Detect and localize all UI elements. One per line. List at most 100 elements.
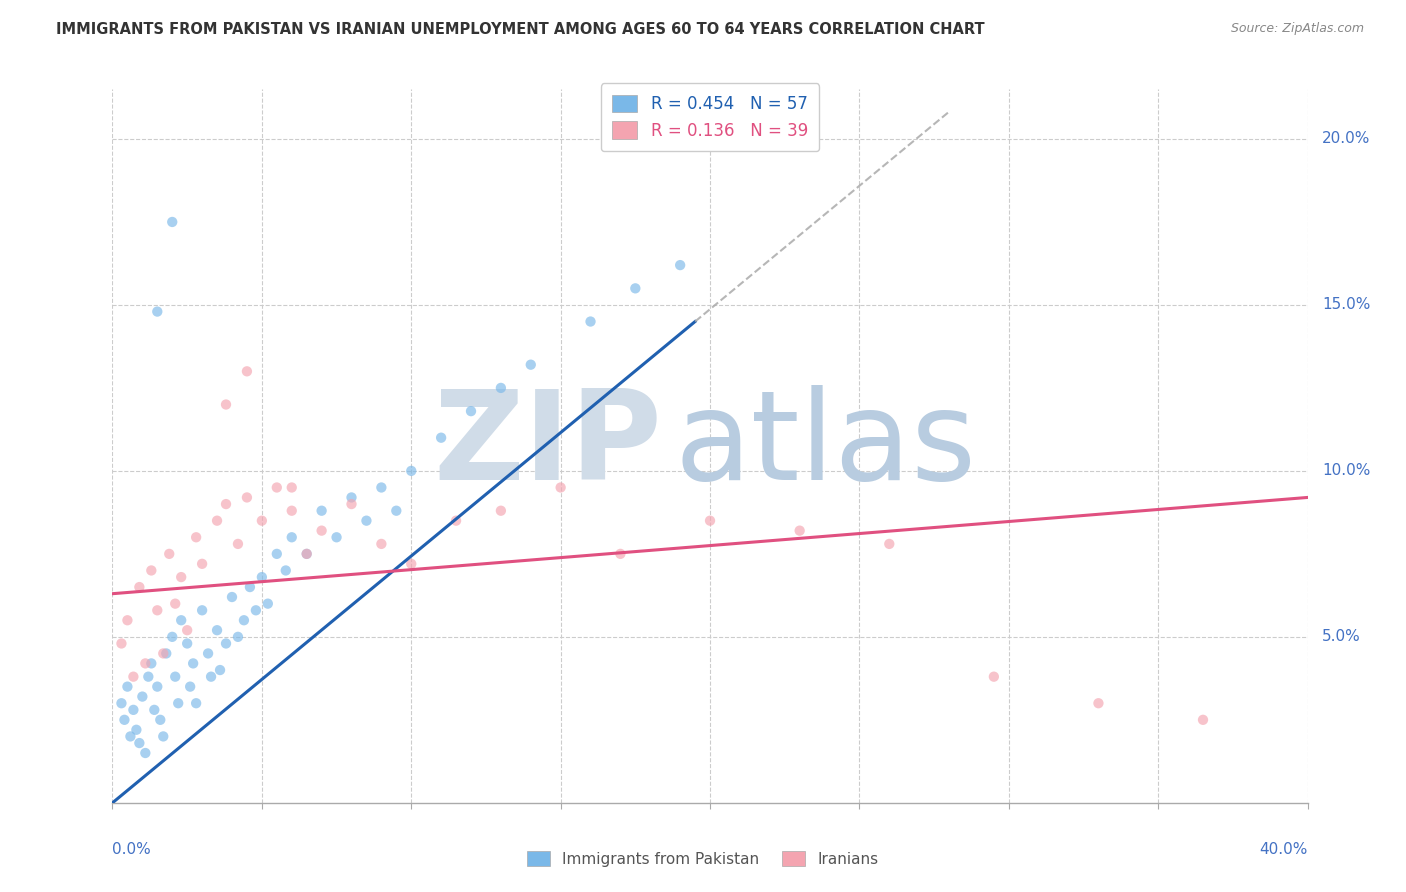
- Point: [186, 530, 208, 544]
- Point: [430, 431, 453, 445]
- Point: [520, 358, 543, 372]
- Point: [176, 624, 198, 638]
- Point: [167, 696, 190, 710]
- Point: [131, 690, 153, 704]
- Point: [122, 670, 145, 684]
- Text: 0.0%: 0.0%: [112, 842, 152, 857]
- Point: [281, 481, 304, 495]
- Point: [489, 381, 512, 395]
- Point: [624, 281, 647, 295]
- Point: [146, 680, 169, 694]
- Point: [152, 647, 174, 661]
- Point: [125, 723, 148, 737]
- Point: [356, 514, 378, 528]
- Point: [134, 746, 156, 760]
- Point: [197, 647, 219, 661]
- Text: atlas: atlas: [675, 385, 976, 507]
- Point: [128, 736, 150, 750]
- Point: [181, 657, 204, 671]
- Point: [114, 713, 135, 727]
- Point: [295, 547, 318, 561]
- Point: [191, 603, 214, 617]
- Point: [250, 570, 273, 584]
- Point: [134, 657, 156, 671]
- Point: [401, 557, 423, 571]
- Point: [266, 547, 288, 561]
- Text: 15.0%: 15.0%: [1322, 297, 1371, 312]
- Point: [266, 481, 288, 495]
- Point: [117, 613, 139, 627]
- Point: [209, 663, 232, 677]
- Point: [233, 613, 256, 627]
- Point: [117, 680, 139, 694]
- Text: ZIP: ZIP: [433, 385, 662, 507]
- Point: [609, 547, 631, 561]
- Point: [699, 514, 721, 528]
- Point: [141, 564, 163, 578]
- Point: [170, 613, 193, 627]
- Point: [370, 481, 392, 495]
- Point: [579, 314, 602, 328]
- Point: [146, 304, 169, 318]
- Point: [146, 603, 169, 617]
- Point: [274, 564, 297, 578]
- Point: [155, 647, 177, 661]
- Point: [236, 364, 259, 378]
- Point: [257, 597, 280, 611]
- Point: [325, 530, 347, 544]
- Point: [120, 730, 142, 744]
- Point: [170, 570, 193, 584]
- Point: [162, 630, 183, 644]
- Point: [176, 636, 198, 650]
- Point: [215, 636, 238, 650]
- Text: 20.0%: 20.0%: [1322, 131, 1371, 146]
- Point: [281, 504, 304, 518]
- Point: [460, 404, 482, 418]
- Point: [489, 504, 512, 518]
- Point: [165, 597, 187, 611]
- Point: [143, 703, 166, 717]
- Point: [385, 504, 408, 518]
- Point: [550, 481, 572, 495]
- Text: Source: ZipAtlas.com: Source: ZipAtlas.com: [1230, 22, 1364, 36]
- Point: [311, 524, 333, 538]
- Point: [401, 464, 423, 478]
- Point: [149, 713, 172, 727]
- Text: IMMIGRANTS FROM PAKISTAN VS IRANIAN UNEMPLOYMENT AMONG AGES 60 TO 64 YEARS CORRE: IMMIGRANTS FROM PAKISTAN VS IRANIAN UNEM…: [56, 22, 984, 37]
- Point: [186, 696, 208, 710]
- Point: [226, 630, 249, 644]
- Point: [215, 497, 238, 511]
- Point: [340, 491, 363, 505]
- Point: [122, 703, 145, 717]
- Point: [1192, 713, 1215, 727]
- Point: [152, 730, 174, 744]
- Point: [205, 514, 228, 528]
- Point: [157, 547, 180, 561]
- Point: [200, 670, 222, 684]
- Point: [226, 537, 249, 551]
- Point: [236, 491, 259, 505]
- Point: [110, 696, 132, 710]
- Point: [239, 580, 262, 594]
- Point: [444, 514, 467, 528]
- Text: 10.0%: 10.0%: [1322, 463, 1371, 478]
- Point: [789, 524, 811, 538]
- Point: [250, 514, 273, 528]
- Point: [215, 397, 238, 411]
- Text: 5.0%: 5.0%: [1322, 630, 1361, 644]
- Point: [179, 680, 201, 694]
- Point: [879, 537, 901, 551]
- Point: [245, 603, 267, 617]
- Point: [340, 497, 363, 511]
- Point: [221, 590, 243, 604]
- Point: [295, 547, 318, 561]
- Legend: R = 0.454   N = 57, R = 0.136   N = 39: R = 0.454 N = 57, R = 0.136 N = 39: [600, 83, 820, 152]
- Point: [191, 557, 214, 571]
- Text: 40.0%: 40.0%: [1260, 842, 1308, 857]
- Point: [205, 624, 228, 638]
- Point: [1087, 696, 1109, 710]
- Point: [669, 258, 692, 272]
- Point: [110, 636, 132, 650]
- Point: [162, 215, 183, 229]
- Point: [165, 670, 187, 684]
